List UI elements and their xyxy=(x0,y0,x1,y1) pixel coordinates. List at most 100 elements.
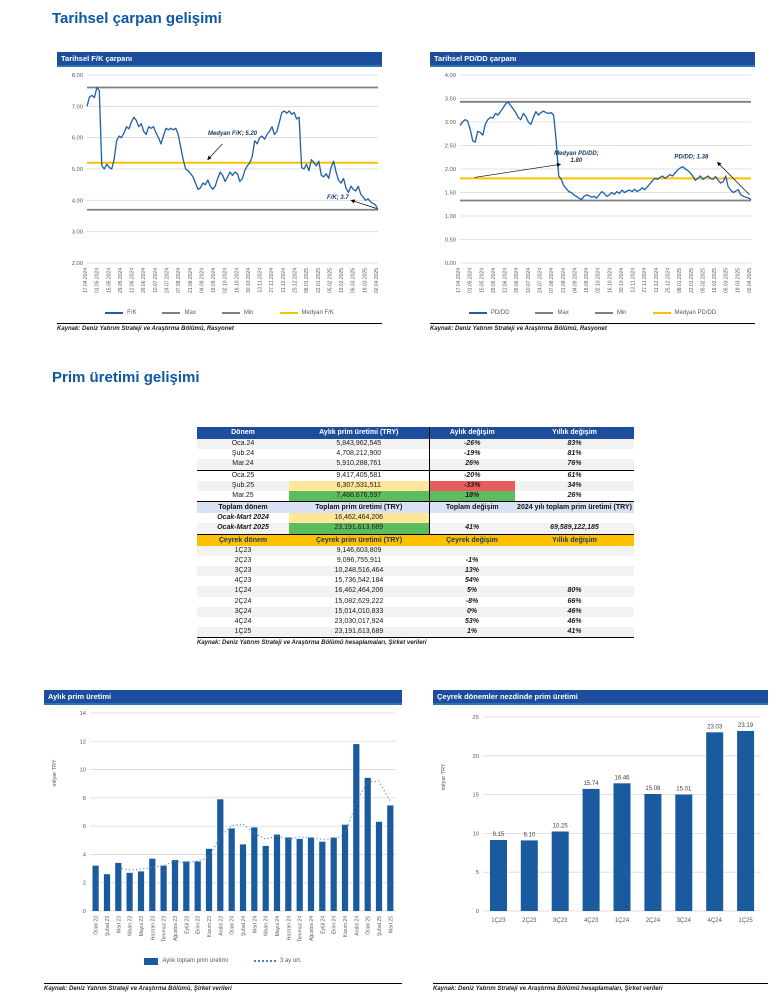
table-cell: 9,096,755,911 xyxy=(336,556,382,564)
svg-text:15.05.2024: 15.05.2024 xyxy=(479,268,485,293)
table-cell: Aylık prim üretimi (TRY) xyxy=(289,427,429,439)
table-cell: 81% xyxy=(567,450,582,458)
svg-text:22.01.2025: 22.01.2025 xyxy=(316,268,322,293)
table-header-row: Toplam dönem Toplam prim üretimi (TRY) Top… xyxy=(197,501,634,514)
bar-value-label: 16.46 xyxy=(614,775,630,781)
svg-text:10: 10 xyxy=(80,768,86,774)
svg-text:27.11.2024: 27.11.2024 xyxy=(642,268,648,293)
table-cell: 53% xyxy=(464,618,479,626)
svg-text:Kasım 24: Kasım 24 xyxy=(343,916,349,937)
svg-text:12.06.2024: 12.06.2024 xyxy=(130,268,136,293)
table-cell: 5,843,962,545 xyxy=(289,439,429,450)
svg-text:29.05.2024: 29.05.2024 xyxy=(491,268,497,293)
table-row: 3Ç24 15,014,010,833 0% 46% xyxy=(197,606,634,618)
bar-value-label: 15.01 xyxy=(676,787,692,793)
legend-item: Medyan PD/DD xyxy=(652,310,716,316)
svg-text:3.50: 3.50 xyxy=(445,97,456,103)
table-cell: 41% xyxy=(515,627,634,639)
table-header-row: Çeyrek dönem Çeyrek prim üretimi (TRY) Çey… xyxy=(197,534,634,546)
svg-text:25.12.2024: 25.12.2024 xyxy=(293,268,299,293)
bar xyxy=(92,865,99,911)
bar xyxy=(737,731,755,911)
svg-text:24.07.2024: 24.07.2024 xyxy=(164,268,170,293)
table-row: Şub.25 6,307,531,511 -33% 34% xyxy=(197,480,634,492)
svg-text:05.02.2025: 05.02.2025 xyxy=(327,268,333,293)
pddd-chart-title: Tarihsel PD/DD çarpanı xyxy=(430,52,755,67)
bar xyxy=(307,837,315,911)
svg-text:02.04.2025: 02.04.2025 xyxy=(374,268,380,293)
table-cell: 83% xyxy=(515,439,634,450)
svg-text:05.03.2025: 05.03.2025 xyxy=(724,268,730,293)
table-cell: 4Ç24 xyxy=(234,618,252,626)
quarterly-premium-chart-title: Çeyrek dönemler nezdinde prim üretimi xyxy=(433,690,768,705)
bar xyxy=(375,821,383,911)
svg-text:18.09.2024: 18.09.2024 xyxy=(584,268,590,293)
svg-text:Aralık 23: Aralık 23 xyxy=(218,916,224,936)
legend-item: F/K xyxy=(105,310,136,316)
section-title-multiples: Tarihsel çarpan gelişimi xyxy=(52,10,222,27)
svg-text:10.07.2024: 10.07.2024 xyxy=(526,268,532,293)
legend-label: Max xyxy=(557,310,569,316)
annotation-arrow xyxy=(350,199,377,209)
x-axis-labels: 1Ç23 2Ç23 3Ç23 4Ç23 1Ç24 2Ç24 3Ç24 4Ç24 1Ç25 xyxy=(491,918,753,924)
table-cell: 66% xyxy=(567,597,582,605)
svg-text:20: 20 xyxy=(473,754,479,760)
bar xyxy=(319,841,326,911)
table-row: 1Ç23 9,146,603,809 xyxy=(197,545,634,556)
bar xyxy=(613,783,631,911)
bars xyxy=(490,731,755,911)
svg-text:Ağustos 24: Ağustos 24 xyxy=(309,916,315,941)
svg-text:11.12.2024: 11.12.2024 xyxy=(281,268,287,293)
svg-text:25: 25 xyxy=(473,715,479,721)
bar xyxy=(341,824,349,911)
table-cell: 6,307,531,511 xyxy=(289,480,429,492)
bar-value-label: 9.15 xyxy=(493,832,505,838)
svg-text:Temmuz 24: Temmuz 24 xyxy=(298,916,304,942)
svg-text:Mayıs 23: Mayıs 23 xyxy=(139,916,145,937)
bar-value-label: 15.08 xyxy=(645,786,661,792)
fk-chart-source-block: Kaynak: Deniz Yatırım Strateji ve Araştı… xyxy=(57,323,382,332)
bars xyxy=(92,744,394,911)
monthly-premium-chart-canvas: 0 2 4 6 8 10 12 14 milyar TRY Ocak 23 Şubat 23 Mart… xyxy=(52,711,396,942)
fk-chart-legend: F/K Max Min Medyan F/K xyxy=(57,307,382,319)
svg-text:17.04.2024: 17.04.2024 xyxy=(456,268,462,293)
bar xyxy=(103,874,111,911)
table-cell: -1% xyxy=(465,556,479,564)
svg-text:3.00: 3.00 xyxy=(72,230,83,236)
table-cell: 9,417,405,581 xyxy=(336,471,382,479)
monthly-premium-chart-source: Kaynak: Deniz Yatırım Strateji ve Araştı… xyxy=(44,986,232,992)
legend-item: Max xyxy=(535,310,569,316)
svg-text:Mart 23: Mart 23 xyxy=(116,916,122,933)
legend-swatch xyxy=(594,311,613,315)
svg-text:16.10.2024: 16.10.2024 xyxy=(234,268,240,293)
table-cell: 5% xyxy=(429,586,515,597)
svg-text:04.09.2024: 04.09.2024 xyxy=(199,268,205,293)
table-row: 4Ç23 15,736,542,184 54% xyxy=(197,576,634,586)
svg-text:08.01.2025: 08.01.2025 xyxy=(677,268,683,293)
fk-chart-canvas: 2.00 3.00 4.00 5.00 6.00 7.00 8.00 17.04.2024 01… xyxy=(72,73,380,293)
bar xyxy=(582,788,600,911)
table-cell: Toplam değişim xyxy=(428,501,515,514)
series-line xyxy=(459,101,752,201)
svg-text:2.50: 2.50 xyxy=(445,144,456,150)
svg-text:Eylül 24: Eylül 24 xyxy=(320,916,326,934)
table-cell: 76% xyxy=(515,459,634,471)
quarterly-premium-chart-source: Kaynak: Deniz Yatırım Strateji ve Araştı… xyxy=(433,986,663,992)
svg-text:0.50: 0.50 xyxy=(445,238,456,244)
svg-text:1Ç25: 1Ç25 xyxy=(738,918,753,924)
table-cell: 69,589,122,185 xyxy=(515,523,634,535)
table-cell xyxy=(515,576,634,586)
quarterly-premium-source-block: Kaynak: Deniz Yatırım Strateji ve Araştı… xyxy=(433,983,768,992)
series-line xyxy=(86,86,379,211)
svg-text:1Ç23: 1Ç23 xyxy=(491,918,506,924)
table-cell: Toplam prim üretimi (TRY) xyxy=(289,501,429,514)
bar-value-label: 10.25 xyxy=(553,823,569,829)
table-cell: 1Ç24 xyxy=(197,586,289,597)
bar xyxy=(285,837,292,911)
svg-text:6: 6 xyxy=(83,824,86,830)
table-cell: 1% xyxy=(429,627,515,639)
table-cell: 2024 yılı toplam prim üretimi (TRY) xyxy=(515,501,634,514)
legend-item: Aylık toplam prim üretimi xyxy=(144,957,228,965)
gridlines: 0.00 0.50 1.00 1.50 2.00 2.50 3.00 3.50 4.00 xyxy=(445,73,751,267)
svg-text:3Ç24: 3Ç24 xyxy=(677,918,692,924)
